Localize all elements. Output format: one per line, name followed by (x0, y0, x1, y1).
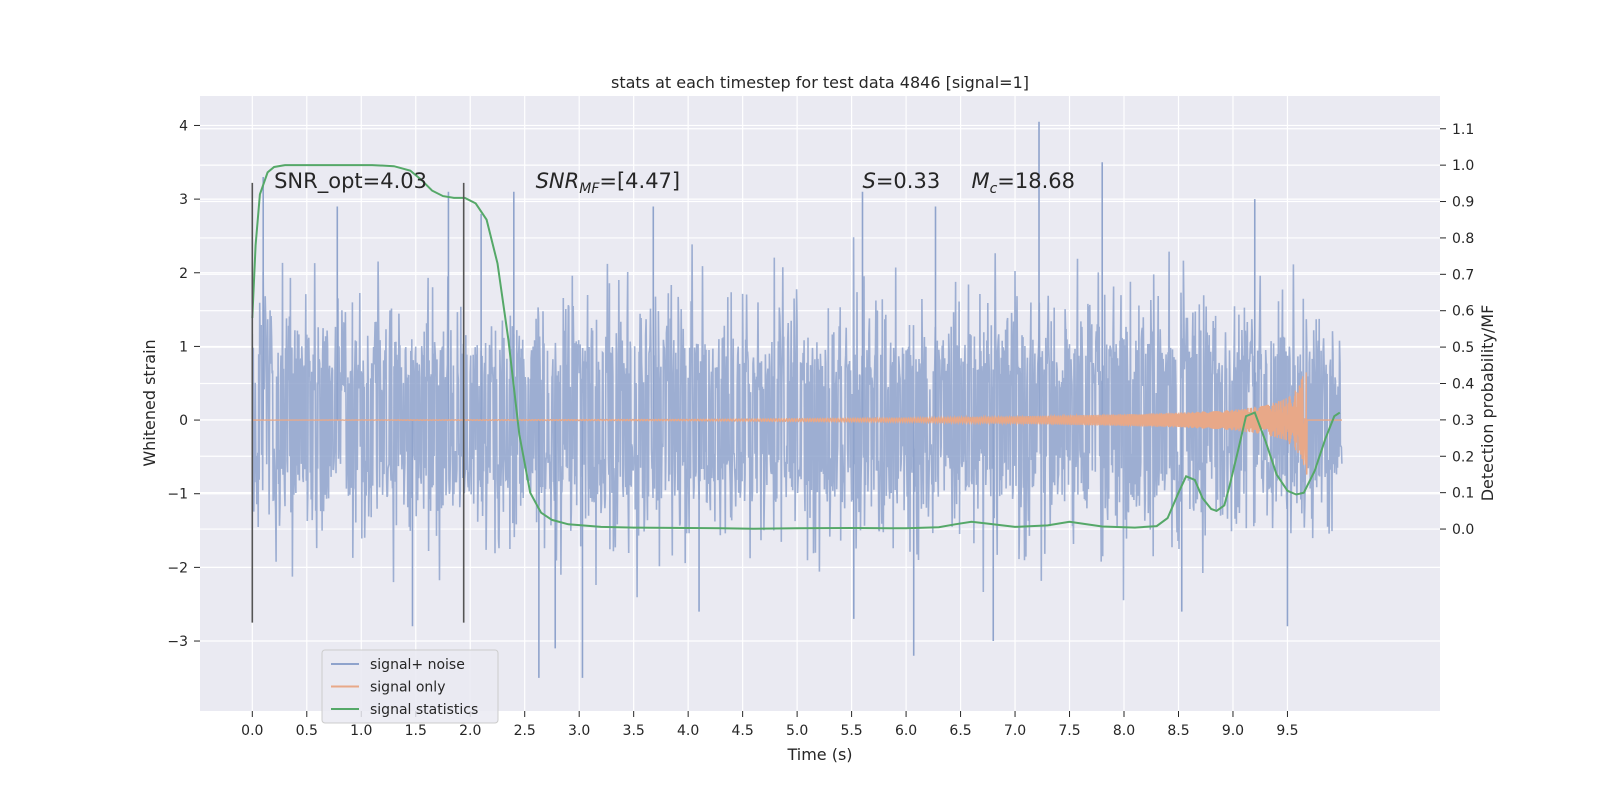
y-tick-label: −1 (167, 487, 188, 503)
axes: 0.0 0.5 1.0 1.5 2.0 2.5 3.0 3.5 4.0 4.5 5.0 5.5 6.0 6… (167, 118, 1474, 739)
y-tick-label: 2 (179, 266, 188, 282)
x-tick-label: 2.0 (459, 723, 481, 739)
annotation-part: =0.33 (876, 169, 940, 193)
y-right-tick-label: 0.1 (1452, 486, 1474, 502)
x-tick-label: 4.5 (732, 723, 754, 739)
y-right-tick-label: 0.7 (1452, 267, 1474, 283)
annotation-part: c (990, 181, 998, 197)
legend-label: signal statistics (370, 702, 478, 718)
annotation-part: M (971, 169, 989, 193)
legend-box (321, 649, 499, 724)
x-tick-label: 7.0 (1004, 723, 1026, 739)
annotation: SNRMF=[4.47] (536, 169, 681, 197)
x-tick-label: 9.0 (1222, 723, 1244, 739)
y-tick-label: −2 (167, 560, 188, 576)
y-right-tick-label: 0.5 (1452, 340, 1474, 356)
annotation-part: MF (579, 181, 600, 197)
x-tick-label: 6.5 (949, 723, 971, 739)
annotation-part: SNR_opt=4.03 (274, 169, 427, 194)
x-tick-label: 2.5 (514, 723, 536, 739)
y-tick-label: 0 (179, 413, 188, 429)
legend-label: signal only (370, 680, 445, 696)
annotation: SNR_opt=4.03 (274, 169, 427, 194)
x-tick-label: 9.5 (1276, 723, 1298, 739)
legend: signal+ noise signal only signal statistic… (321, 649, 499, 724)
series-signal-plus-noise-line (251, 237, 1343, 601)
x-tick-label: 3.0 (568, 723, 590, 739)
series-signal-only-line (252, 372, 1342, 475)
x-tick-label: 5.5 (840, 723, 862, 739)
annotation-part: =18.68 (997, 169, 1075, 193)
y-tick-label: 4 (179, 118, 188, 134)
plot-area (251, 121, 1343, 678)
vertical-markers (251, 182, 465, 623)
x-tick-label: 1.5 (405, 723, 427, 739)
x-tick-label: 7.5 (1058, 723, 1080, 739)
y-right-tick-label: 0.0 (1452, 522, 1474, 538)
y-right-tick-label: 0.2 (1452, 449, 1474, 465)
y-right-tick-label: 0.8 (1452, 231, 1474, 247)
y-right-tick-label: 0.6 (1452, 304, 1474, 320)
y-right-tick-label: 1.1 (1452, 122, 1474, 138)
annotation-part: SNR (536, 169, 580, 193)
x-tick-label: 3.5 (623, 723, 645, 739)
x-tick-label: 8.5 (1167, 723, 1189, 739)
y-tick-label: 1 (179, 339, 188, 355)
y-right-tick-label: 0.4 (1452, 376, 1474, 392)
x-tick-label: 8.0 (1113, 723, 1135, 739)
legend-label: signal+ noise (370, 657, 465, 673)
y-right-tick-label: 0.9 (1452, 195, 1474, 211)
y-tick-label: −3 (167, 634, 188, 650)
chart-title: stats at each timestep for test data 484… (611, 73, 1029, 92)
series-signal-statistics-line (251, 164, 1341, 530)
x-tick-label: 5.0 (786, 723, 808, 739)
x-tick-label: 0.5 (296, 723, 318, 739)
x-tick-label: 0.0 (241, 723, 263, 739)
y-tick-label: 3 (179, 192, 188, 208)
y-axis-title: Whitened strain (140, 339, 159, 466)
annotations: SNR_opt=4.03 SNRMF=[4.47] S=0.33 Mc=18.68 (274, 169, 1075, 197)
x-axis-title: Time (s) (786, 745, 852, 764)
y-right-axis-title: Detection probability/MF (1478, 305, 1497, 502)
annotation: Mc=18.68 (971, 169, 1075, 197)
y-right-tick-label: 1.0 (1452, 158, 1474, 174)
y-right-tick-label: 0.3 (1452, 413, 1474, 429)
annotation: S=0.33 (862, 169, 940, 193)
x-tick-label: 4.0 (677, 723, 699, 739)
annotation-part: =[4.47] (599, 169, 680, 193)
annotation-part: S (862, 169, 875, 193)
x-tick-label: 6.0 (895, 723, 917, 739)
x-tick-label: 1.0 (350, 723, 372, 739)
